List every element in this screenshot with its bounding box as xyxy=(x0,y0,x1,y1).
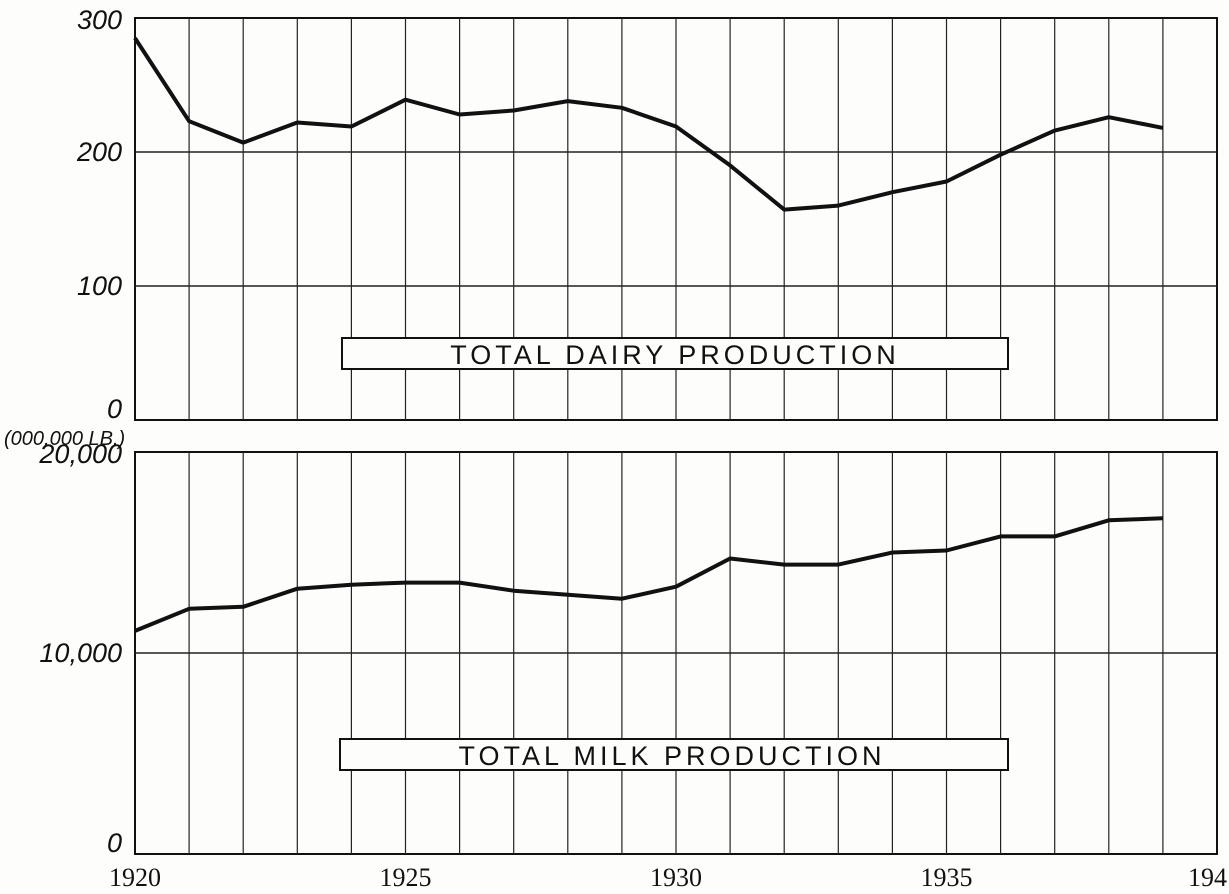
x-tick-label: 194 xyxy=(1188,863,1227,892)
milk-y-tick-label: 0 xyxy=(107,828,122,858)
dairy-y-tick-label: 100 xyxy=(77,271,122,301)
dairy-series-line xyxy=(133,37,1164,212)
milk-title: TOTAL MILK PRODUCTION xyxy=(458,741,885,771)
dairy-title-box: TOTAL DAIRY PRODUCTION xyxy=(341,337,1009,370)
dairy-title: TOTAL DAIRY PRODUCTION xyxy=(450,340,900,370)
dairy-production-panel: 0 100 200 300 TOTAL DAIRY PRODUCTION xyxy=(76,5,1218,424)
x-tick-label: 1925 xyxy=(380,863,432,892)
x-tick-label: 1930 xyxy=(650,863,702,892)
milk-y-tick-label: 10,000 xyxy=(39,638,122,668)
milk-y-tick-label: 20,000 xyxy=(38,439,122,469)
dairy-y-tick-label: 300 xyxy=(77,5,122,35)
unit-label: (000,000 LB.) xyxy=(4,428,125,450)
milk-production-panel: (000,000 LB.) 0 10,000 20,000 TOTAL MILK P… xyxy=(4,428,1227,892)
dairy-y-tick-labels: 0 100 200 300 xyxy=(76,5,122,424)
milk-series-line xyxy=(134,516,1163,633)
milk-title-frame xyxy=(339,738,1009,771)
x-tick-label: 1920 xyxy=(109,863,161,892)
dairy-y-tick-label: 200 xyxy=(76,137,122,167)
x-tick-label: 1935 xyxy=(921,863,973,892)
x-tick-labels: 1920 1925 1930 1935 194 xyxy=(109,863,1227,892)
dairy-y-tick-label: 0 xyxy=(107,394,122,424)
milk-gridlines xyxy=(135,452,1217,854)
dairy-title-frame xyxy=(341,337,1009,370)
milk-title-box: TOTAL MILK PRODUCTION xyxy=(339,738,1009,771)
milk-y-tick-labels: 0 10,000 20,000 xyxy=(38,439,122,858)
